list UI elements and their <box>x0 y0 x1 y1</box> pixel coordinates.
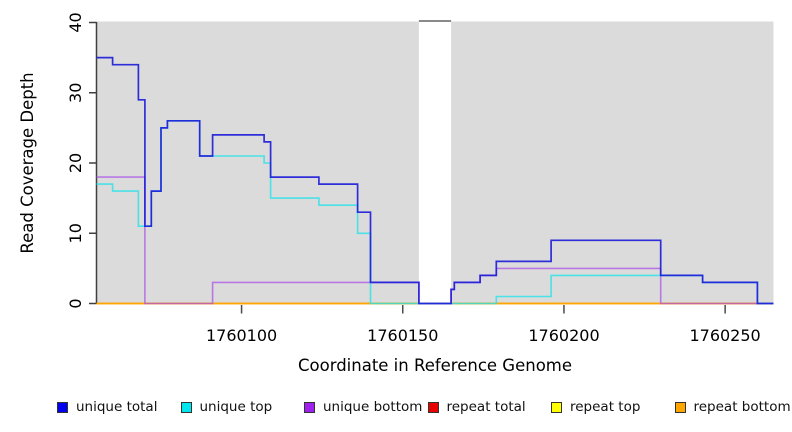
legend-swatch-repeat-total <box>427 401 439 413</box>
legend-item-unique-total: unique total <box>57 398 157 416</box>
legend-item-repeat-top: repeat top <box>551 398 640 416</box>
y-tick-label: 30 <box>66 83 85 103</box>
y-tick-label: 40 <box>66 12 85 32</box>
y-tick-label: 10 <box>66 223 85 243</box>
x-tick-label: 1760150 <box>367 326 438 345</box>
x-tick-label: 1760200 <box>528 326 599 345</box>
legend-item-unique-top: unique top <box>180 398 273 416</box>
x-axis-label: Coordinate in Reference Genome <box>298 356 572 375</box>
legend-swatch-unique-bottom <box>304 401 315 413</box>
legend-item-label: repeat total <box>446 399 526 415</box>
legend-item-unique-bottom: unique bottom <box>304 398 422 416</box>
legend-item-label: unique top <box>199 399 273 415</box>
y-axis-label: Read Coverage Depth <box>18 72 37 253</box>
legend-item-label: repeat top <box>570 399 641 415</box>
series-unique-total-line <box>96 56 774 305</box>
x-tick-label: 1760100 <box>206 326 277 345</box>
legend-swatch-unique-total <box>57 401 68 413</box>
legend-swatch-unique-top <box>180 401 192 413</box>
coverage-gap-band <box>418 20 452 304</box>
legend-item-label: unique bottom <box>323 399 423 415</box>
legend: unique total unique top unique bottom repea… <box>0 396 792 422</box>
legend-item-repeat-total: repeat total <box>427 398 526 416</box>
y-tick-label: 0 <box>66 298 85 308</box>
legend-item-repeat-bottom: repeat bottom <box>674 398 791 416</box>
y-tick-label: 20 <box>66 153 85 173</box>
legend-item-label: unique total <box>76 399 158 415</box>
legend-swatch-repeat-bottom <box>674 401 686 413</box>
legend-item-label: repeat bottom <box>693 399 791 415</box>
plot-layers: 0 10 20 30 40 1760100 1760150 1760200 1760250 <box>66 12 774 345</box>
legend-swatch-repeat-top <box>551 401 562 413</box>
x-tick-label: 1760250 <box>689 326 760 345</box>
